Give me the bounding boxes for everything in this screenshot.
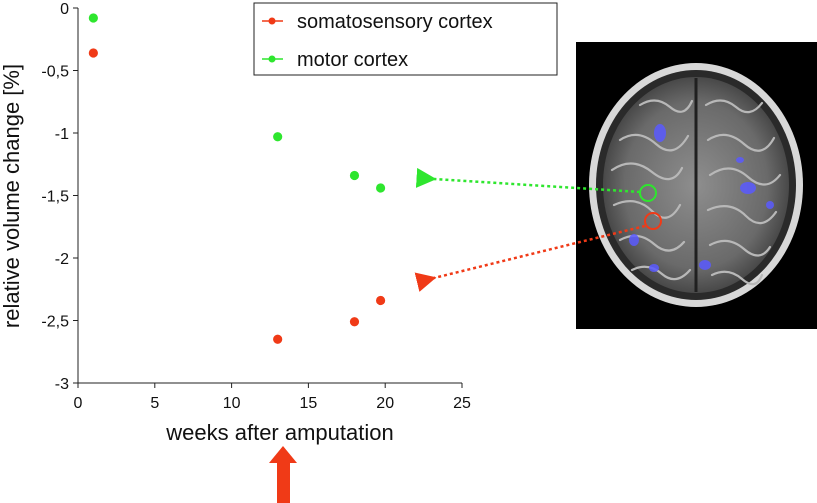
somatosensory-pointer-arrow xyxy=(414,224,646,292)
legend-box xyxy=(253,2,558,76)
y-axis-title: relative volume change [%] xyxy=(0,64,24,328)
x-tick-label: 5 xyxy=(150,395,159,412)
data-point-somatosensory-cortex xyxy=(375,295,386,306)
x-ticks: 0 5 10 15 20 25 xyxy=(74,383,471,412)
y-tick-label: -0,5 xyxy=(41,64,69,81)
y-tick-label: -1,5 xyxy=(41,189,69,206)
legend-label-motor: motor cortex xyxy=(297,49,408,71)
data-point-motor-cortex xyxy=(88,13,98,23)
data-point-somatosensory-cortex xyxy=(349,317,360,327)
y-tick-label: -3 xyxy=(55,376,69,393)
y-tick-label: -2 xyxy=(55,251,69,268)
x-tick-label: 20 xyxy=(376,395,394,412)
legend-label-somatosensory: somatosensory cortex xyxy=(297,11,493,33)
y-tick-label: 0 xyxy=(60,1,69,18)
data-point-somatosensory-cortex xyxy=(88,48,98,58)
data-point-motor-cortex xyxy=(349,170,360,181)
y-tick-label: -1 xyxy=(55,126,69,143)
up-arrow-indicator xyxy=(269,446,297,503)
motor-cortex-pointer-arrow xyxy=(415,167,641,194)
data-points xyxy=(88,13,386,344)
data-point-motor-cortex xyxy=(273,132,283,142)
data-point-motor-cortex xyxy=(375,183,386,193)
data-point-somatosensory-cortex xyxy=(273,334,283,344)
y-ticks: 0 -0,5 -1 -1,5 -2 -2,5 -3 xyxy=(41,1,78,393)
brain-mri-image xyxy=(576,42,817,329)
x-tick-label: 10 xyxy=(223,395,241,412)
x-axis-title: weeks after amputation xyxy=(165,420,393,445)
x-tick-label: 0 xyxy=(74,395,83,412)
x-tick-label: 15 xyxy=(300,395,318,412)
legend-marker-motor xyxy=(268,55,276,63)
legend: somatosensory cortex motor cortex xyxy=(253,2,558,76)
x-tick-label: 25 xyxy=(453,395,471,412)
legend-marker-somatosensory xyxy=(268,17,276,25)
y-tick-label: -2,5 xyxy=(41,314,69,331)
